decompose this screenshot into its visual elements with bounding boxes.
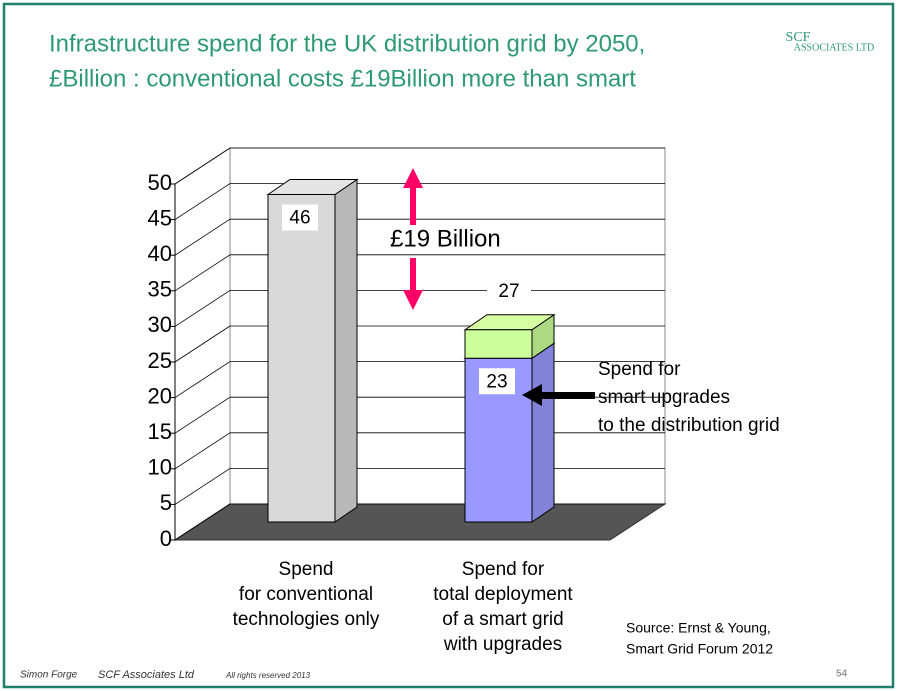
note: Spend for [598,359,681,380]
logo-top: SCF [786,30,811,45]
note: to the distribution grid [598,415,780,436]
grid-line [174,147,231,185]
bar-side [531,342,555,523]
grid-line [174,432,231,470]
source: Source: Ernst & Young, [626,620,771,636]
y-tick-label: 0 [160,526,172,551]
x-tick-label: Spend [279,559,334,580]
title-line: £Billion : conventional costs £19Billion… [49,65,636,92]
y-tick-label: 50 [148,170,172,195]
grid-line [174,468,231,505]
grid-line [174,325,231,363]
grid-line [174,254,231,292]
y-tick-label: 40 [148,241,172,266]
x-tick-label: total deployment [433,584,573,605]
bar [464,329,533,359]
y-tick-label: 30 [148,312,172,337]
grid-line [174,503,231,541]
note: smart upgrades [598,387,730,408]
y-tick-label: 5 [160,490,172,515]
x-tick-label: of a smart grid [442,609,563,630]
title-line: Infrastructure spend for the UK distribu… [49,30,645,57]
logo-bottom: ASSOCIATES LTD [794,42,874,53]
grid-line [174,290,231,327]
gap-annotation: £19 Billion [390,225,501,252]
bar [267,193,336,523]
grid-line [174,218,231,256]
grid-line [174,396,231,434]
y-tick-label: 45 [148,205,172,230]
y-tick-label: 15 [148,419,172,444]
footer-rights: All rights reserved 2013 [225,671,311,680]
source: Smart Grid Forum 2012 [626,641,773,657]
note-arrow [522,384,595,406]
x-tick-label: with upgrades [443,634,562,655]
footer-company: SCF Associates Ltd [98,669,195,681]
y-tick-label: 35 [148,277,172,302]
footer-author: Simon Forge [20,670,78,681]
value-label-box [282,204,318,231]
x-tick-label: Spend for [462,559,545,580]
y-tick-label: 20 [148,383,172,408]
grid-line [174,183,231,220]
grid-line [174,361,231,398]
total-label-box [487,278,531,303]
x-tick-label: technologies only [233,609,380,630]
value-label: 23 [486,371,507,392]
bar-side [334,178,358,523]
plot: 0 5 10 15 20 25 30 35 40 45 50 46 Spend for conventio… [148,147,667,655]
gap-arrows [403,168,423,310]
total-label: 27 [498,281,519,302]
value-label: 46 [289,207,310,228]
floor [173,503,667,541]
x-tick-label: for conventional [239,584,373,605]
y-tick-label: 10 [148,455,172,480]
value-label-box [479,368,515,395]
page-number: 54 [836,669,848,680]
y-tick-label: 25 [148,348,172,373]
